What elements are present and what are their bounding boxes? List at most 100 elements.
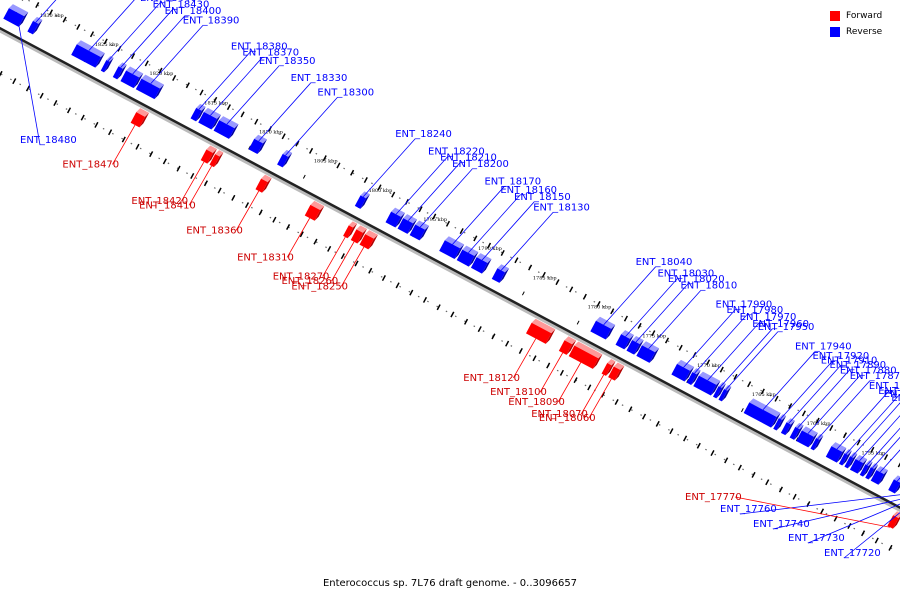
leader-line [452, 186, 504, 244]
gene-label[interactable]: ENT_18250 [291, 281, 348, 292]
legend-label-forward: Forward [846, 11, 882, 21]
track-tick [643, 414, 646, 419]
leader-line [482, 202, 534, 260]
track-tick [122, 137, 125, 142]
track-tick [328, 246, 331, 251]
gene-label[interactable]: ENT_17730 [788, 533, 845, 544]
forward-swatch-icon [830, 11, 840, 21]
leader-line [867, 407, 900, 465]
leader-line [808, 376, 860, 434]
track-tick [515, 258, 518, 263]
gene-label[interactable]: ENT_18090 [508, 397, 565, 408]
track-tick [803, 411, 806, 416]
leader-line [837, 391, 889, 449]
gene-label[interactable]: ENT_18130 [533, 202, 590, 213]
scale-tick-label: 1800 kbp [369, 188, 393, 194]
legend-item-reverse: Reverse [830, 24, 890, 40]
gene-label[interactable]: ENT_17720 [824, 548, 881, 559]
track-tick [684, 436, 687, 441]
scale-tick-label: 1765 kbp [752, 392, 776, 398]
track-tick [629, 407, 632, 412]
leader-line [227, 66, 279, 124]
track-tick [738, 465, 741, 470]
track-tick [341, 254, 344, 259]
gene-label[interactable]: ENT_18060 [539, 413, 596, 424]
track-tick [91, 32, 94, 37]
legend: Forward Reverse [830, 8, 890, 40]
gene-label[interactable]: ENT_18390 [183, 16, 240, 27]
gene-label[interactable]: ENT_18200 [452, 159, 509, 170]
gene-label[interactable]: ENT_17760 [720, 504, 777, 515]
scale-tick-label: 1815 kbp [204, 100, 228, 106]
track-tick [670, 429, 673, 434]
track-tick [821, 509, 824, 514]
leader-line [763, 352, 815, 410]
gene-label[interactable]: ENT_17770 [685, 492, 742, 503]
gene-label[interactable]: ENT_17950 [758, 322, 815, 333]
gene-label[interactable]: ENT_18240 [395, 129, 452, 140]
track-tick [246, 202, 249, 207]
scale-tick-label: 1780 kbp [588, 304, 612, 310]
gene-label[interactable]: ENT_18480 [20, 135, 77, 146]
track-tick [560, 370, 563, 375]
leader-line [604, 267, 656, 325]
track-tick [364, 177, 367, 182]
track-tick [255, 119, 258, 124]
track-tick [506, 341, 509, 346]
gene-label[interactable]: ENT_17740 [753, 519, 810, 530]
track-tick [533, 356, 536, 361]
scale-tick-label: 1775 kbp [642, 334, 666, 340]
track-tick [54, 100, 57, 105]
track-tick [474, 236, 477, 241]
gene-label[interactable]: ENT_18120 [463, 373, 520, 384]
track-tick [625, 316, 628, 321]
genome-axis [0, 24, 900, 514]
track-tick [77, 24, 80, 29]
gene-label[interactable]: ENT_18350 [259, 56, 316, 67]
legend-label-reverse: Reverse [846, 27, 882, 37]
track-tick [27, 86, 30, 91]
gene-label[interactable]: ENT_18330 [291, 73, 348, 84]
track-tick [163, 159, 166, 164]
gene-label[interactable]: ENT_18010 [680, 281, 737, 292]
track-tick [570, 287, 573, 292]
track-tick [451, 312, 454, 317]
scale-tick-label: 1785 kbp [533, 275, 557, 281]
track-tick [679, 345, 682, 350]
gene-label[interactable]: ENT_18410 [139, 200, 196, 211]
scale-tick-label: 1810 kbp [259, 129, 283, 135]
leader-line [468, 195, 520, 253]
gene-label[interactable]: ENT_18040 [636, 257, 693, 268]
leader-line [797, 370, 849, 428]
track-tick [109, 130, 112, 135]
leader-line [259, 83, 311, 141]
leader-line [852, 399, 900, 457]
track-tick [697, 443, 700, 448]
track-tick [793, 494, 796, 499]
track-tick [232, 195, 235, 200]
reverse-swatch-icon [830, 27, 840, 37]
track-tick [711, 450, 714, 455]
gene-label[interactable]: ENT_18310 [237, 252, 294, 263]
track-tick [273, 217, 276, 222]
leader-line [151, 26, 203, 84]
gene-label[interactable]: ENT_18360 [186, 225, 243, 236]
leader-line [36, 0, 88, 22]
scale-tick [303, 175, 305, 179]
track-tick [136, 144, 139, 149]
track-tick [310, 148, 313, 153]
gene-label[interactable]: ENT_18300 [317, 87, 374, 98]
scale-tick [741, 408, 743, 412]
track-tick [145, 61, 148, 66]
track-tick [40, 93, 43, 98]
track-tick [410, 290, 413, 295]
track-tick [725, 458, 728, 463]
scale-tick-label: 1825 kbp [95, 42, 119, 48]
track-tick [875, 538, 878, 543]
track-tick [218, 188, 221, 193]
gene-label[interactable]: ENT_18470 [62, 159, 119, 170]
track-tick [437, 305, 440, 310]
leader-line [880, 414, 900, 472]
legend-item-forward: Forward [830, 8, 890, 24]
track-tick [424, 297, 427, 302]
